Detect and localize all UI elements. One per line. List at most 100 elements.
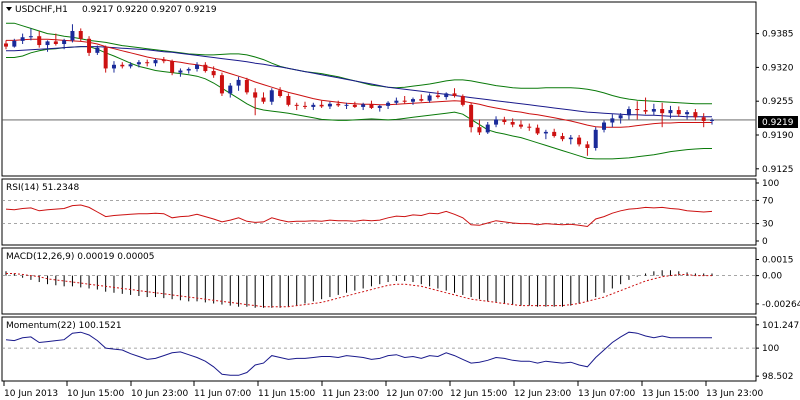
y-tick-label: 0.00: [762, 272, 782, 282]
candle: [28, 28, 33, 41]
candle-body: [685, 112, 690, 115]
candle: [352, 101, 357, 108]
collapse-triangle-icon[interactable]: [6, 7, 12, 11]
candle: [253, 88, 258, 116]
candle: [170, 59, 175, 76]
candle: [228, 83, 233, 98]
candle: [469, 102, 474, 133]
candle: [136, 60, 141, 68]
candle-body: [236, 79, 241, 86]
candle-body: [419, 99, 424, 101]
candle: [660, 102, 665, 128]
x-tick-label: 10 Jun 15:00: [67, 389, 124, 399]
ohlc-header: 0.9217 0.9220 0.9207 0.9219: [82, 5, 217, 15]
candle-body: [660, 109, 665, 114]
candle-body: [693, 112, 698, 118]
candle: [543, 129, 548, 140]
candle-body: [62, 40, 67, 44]
candle: [460, 94, 465, 107]
candle: [186, 67, 191, 74]
candle: [153, 58, 158, 67]
candle-body: [386, 102, 391, 106]
macd-layer: [2, 270, 756, 308]
candle: [668, 105, 673, 119]
candle: [195, 62, 200, 72]
candle-body: [111, 64, 116, 69]
candle: [261, 92, 266, 104]
candle: [145, 59, 150, 67]
candle-body: [303, 105, 308, 107]
candle: [311, 102, 316, 111]
candle: [635, 101, 640, 120]
candle-body: [286, 96, 291, 105]
candle-body: [170, 61, 175, 73]
candle: [394, 97, 399, 105]
candle: [535, 124, 540, 135]
candle: [593, 127, 598, 151]
candle-body: [87, 38, 92, 53]
candle: [120, 62, 125, 69]
candle: [502, 116, 507, 125]
candle-body: [228, 85, 233, 94]
candle: [211, 66, 216, 78]
y-tick-label: 101.2475: [762, 321, 800, 331]
candle: [12, 38, 17, 48]
candle-body: [651, 109, 656, 112]
y-tick-label: 0.9320: [762, 63, 794, 73]
candle-body: [319, 104, 324, 107]
candle-body: [502, 119, 507, 122]
candle-body: [593, 129, 598, 148]
x-tick-label: 13 Jun 07:00: [578, 389, 635, 399]
candle-body: [278, 90, 283, 96]
candle-body: [402, 100, 407, 102]
candle-body: [477, 127, 482, 133]
candle-body: [518, 124, 523, 127]
candle-body: [527, 126, 532, 128]
candle: [693, 109, 698, 121]
candle: [610, 114, 615, 128]
candle: [336, 100, 341, 107]
x-tick-label: 12 Jun 15:00: [450, 389, 507, 399]
candle-body: [510, 122, 515, 125]
candle: [510, 118, 515, 128]
candle: [435, 90, 440, 99]
x-tick-label: 13 Jun 15:00: [642, 389, 699, 399]
rsi-label: RSI(14) 51.2348: [6, 183, 79, 193]
candle: [444, 92, 449, 100]
candle: [278, 87, 283, 98]
candle-body: [618, 115, 623, 119]
candle: [178, 68, 183, 77]
candle: [585, 141, 590, 156]
candle-body: [53, 41, 58, 44]
rsi-line: [5, 204, 713, 228]
y-tick-label: 0.9190: [762, 131, 794, 141]
candle-body: [577, 137, 582, 145]
candle: [710, 118, 714, 125]
candle-body: [535, 127, 540, 134]
symbol-label: USDCHF,H1: [15, 5, 68, 15]
macd-signal-line: [6, 273, 712, 308]
y-tick-label: 0.9255: [762, 97, 794, 107]
candle: [327, 101, 332, 109]
candle: [377, 104, 382, 112]
candle: [386, 101, 391, 109]
candle: [62, 38, 67, 50]
candle-body: [219, 75, 224, 94]
candle: [419, 94, 424, 102]
candle-body: [128, 64, 133, 67]
candle: [219, 72, 224, 96]
candle-body: [552, 131, 557, 137]
candle-body: [643, 110, 648, 112]
candle: [577, 135, 582, 147]
y-tick-label: 0.9125: [762, 165, 794, 175]
bollinger-middle-line: [6, 38, 712, 128]
candle: [676, 106, 681, 117]
candle: [111, 61, 116, 73]
candle-body: [20, 37, 25, 41]
x-tick-label: 10 Jun 2013: [4, 389, 58, 399]
candle: [701, 113, 706, 128]
x-tick-label: 11 Jun 07:00: [194, 389, 251, 399]
candle-body: [145, 62, 150, 64]
candle-body: [269, 90, 274, 102]
candle-body: [485, 124, 490, 133]
